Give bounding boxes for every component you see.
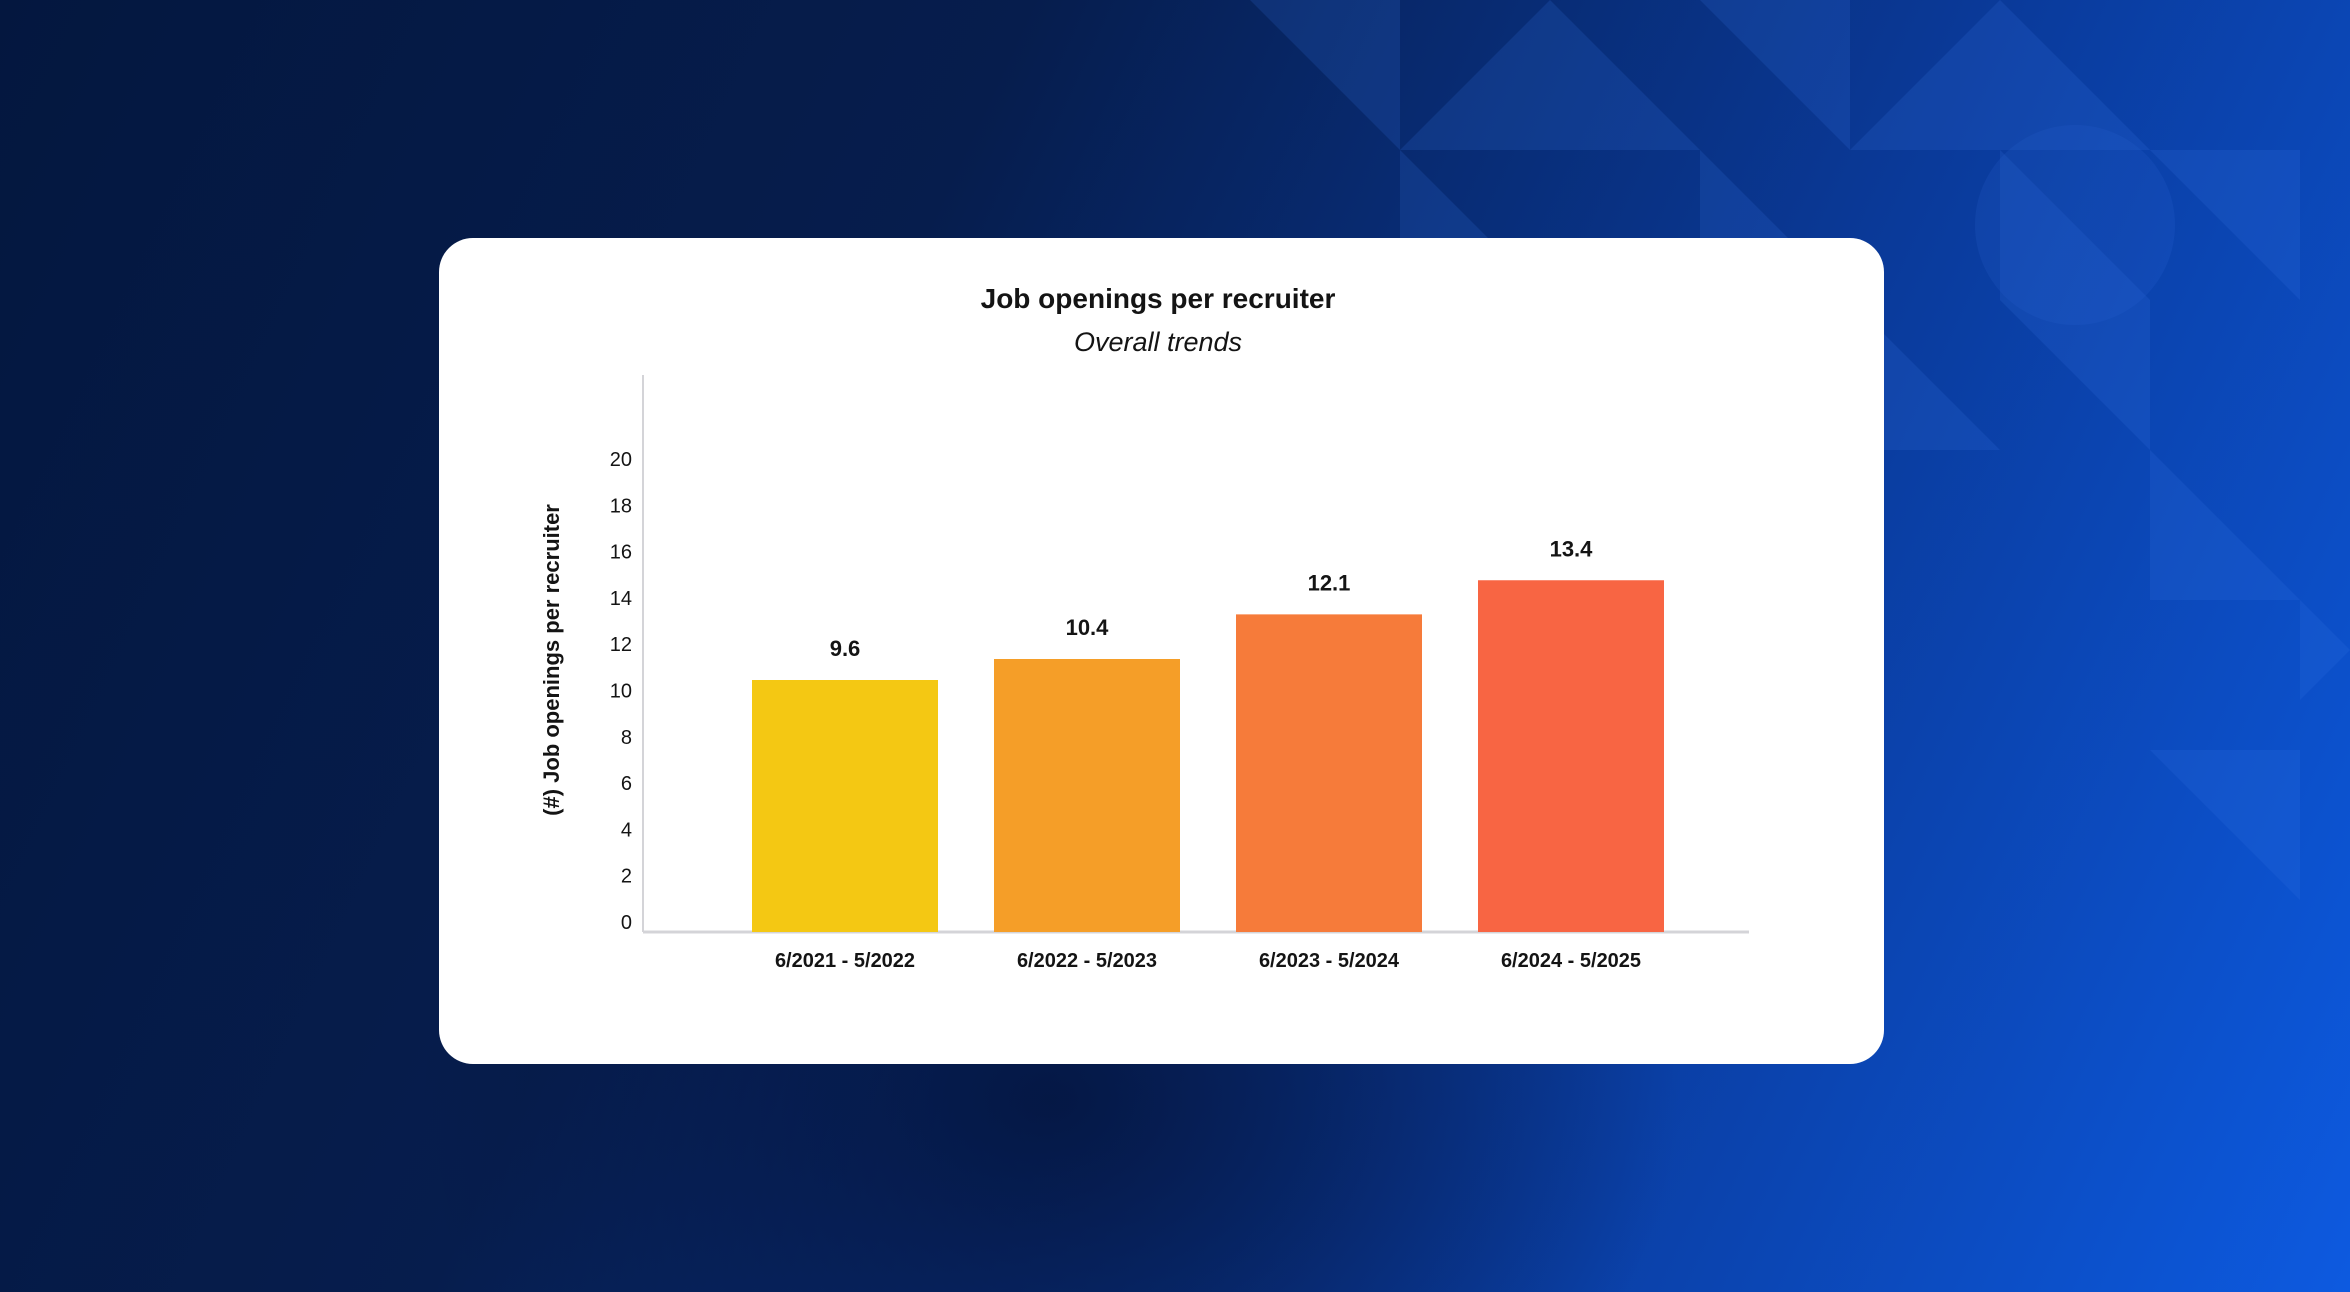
bar-value-label: 9.6	[830, 636, 861, 661]
y-tick-label: 4	[621, 819, 632, 841]
bar-value-label: 12.1	[1308, 570, 1351, 595]
bar	[994, 659, 1180, 932]
y-tick-label: 8	[621, 727, 632, 749]
y-tick-label: 20	[610, 449, 632, 471]
x-tick-label: 6/2023 - 5/2024	[1259, 950, 1400, 972]
x-tick-label: 6/2024 - 5/2025	[1501, 950, 1641, 972]
y-tick-label: 0	[621, 912, 632, 934]
chart-subtitle: Overall trends	[1074, 327, 1242, 357]
bar-value-label: 13.4	[1550, 536, 1594, 561]
y-tick-label: 12	[610, 634, 632, 656]
bar	[752, 680, 938, 932]
y-tick-label: 14	[610, 588, 632, 610]
x-tick-label: 6/2022 - 5/2023	[1017, 950, 1157, 972]
bar	[1478, 580, 1664, 932]
y-tick-label: 2	[621, 866, 632, 888]
bar-value-label: 10.4	[1066, 615, 1110, 640]
bar-chart: Job openings per recruiter Overall trend…	[539, 283, 1749, 972]
chart-card: Job openings per recruiter Overall trend…	[439, 238, 1884, 1064]
y-tick-label: 16	[610, 542, 632, 564]
y-tick-label: 6	[621, 773, 632, 795]
bar	[1236, 614, 1422, 932]
y-tick-label: 10	[610, 681, 632, 703]
y-axis-label: (#) Job openings per recruiter	[539, 504, 564, 816]
x-tick-label: 6/2021 - 5/2022	[775, 950, 915, 972]
chart-title: Job openings per recruiter	[981, 283, 1336, 314]
y-tick-label: 18	[610, 495, 632, 517]
